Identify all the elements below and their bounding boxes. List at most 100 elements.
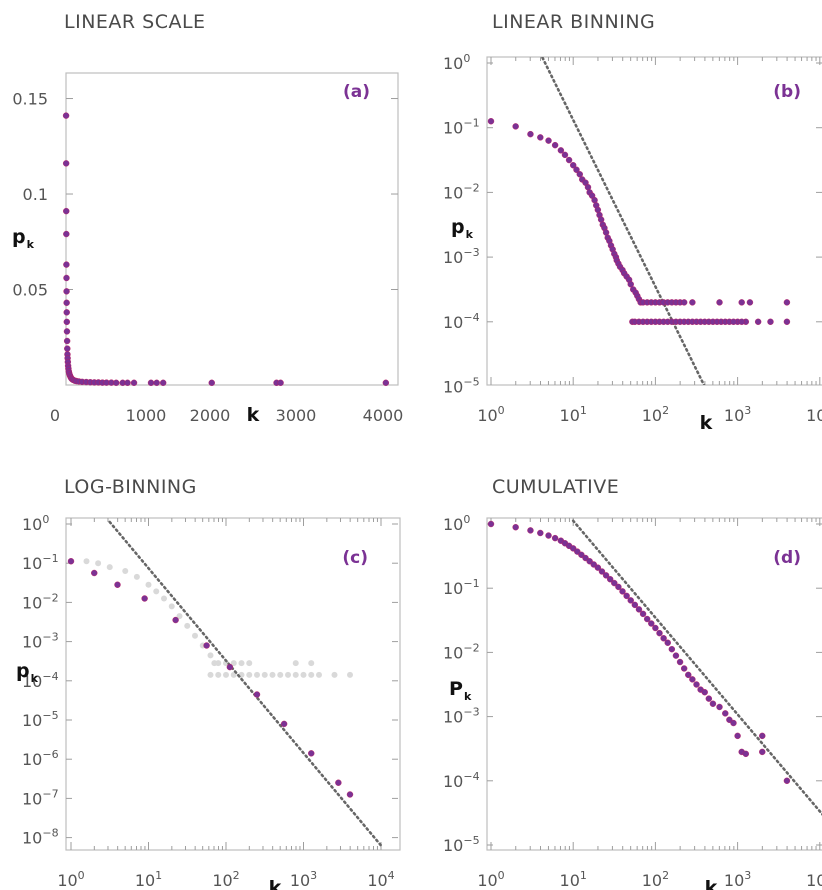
panel-tag: (d) [773, 548, 801, 568]
y-axis-label: pk [12, 226, 35, 251]
background-point [285, 671, 291, 678]
y-tick-label: 10−3 [22, 631, 59, 652]
data-point [598, 568, 606, 575]
panel-tag: (b) [773, 82, 801, 102]
data-point [527, 130, 534, 138]
data-point [606, 576, 614, 583]
data-point [335, 779, 342, 786]
data-point [124, 379, 131, 387]
background-point [261, 671, 268, 678]
background-point [292, 671, 299, 678]
plot-area [83, 520, 383, 847]
y-tick-label: 10−5 [443, 376, 480, 397]
data-point [672, 652, 680, 659]
data-point [738, 299, 745, 306]
data-point [63, 328, 71, 335]
data-point [602, 572, 610, 579]
y-tick-label: 10−2 [22, 591, 59, 612]
data-point [623, 592, 630, 600]
data-point [648, 620, 655, 627]
data-point [63, 318, 71, 326]
data-point [253, 691, 261, 698]
background-point [161, 595, 167, 602]
background-point [184, 622, 191, 629]
data-point [615, 583, 622, 591]
x-axis-label: k [705, 877, 718, 890]
y-tick-label: 10−1 [22, 552, 59, 573]
data-point [147, 379, 155, 387]
plot-frame [486, 56, 822, 386]
background-point [145, 581, 152, 588]
data-point [551, 534, 559, 542]
data-point [627, 281, 634, 288]
data-point [63, 337, 71, 345]
data-point [680, 299, 688, 306]
y-tick-label: 0.05 [12, 281, 48, 300]
data-point [639, 610, 647, 618]
data-point [208, 379, 215, 387]
panel-c: LOG-BINNING 100 10−1 10−2 10−3 10−4 10−5 10−6 10… [16, 476, 401, 890]
background-point [230, 660, 237, 667]
data-point [62, 112, 70, 119]
background-point [238, 660, 245, 667]
data-point [631, 601, 639, 609]
x-tick-label: 101 [560, 869, 587, 890]
data-point [63, 299, 70, 306]
data-point [67, 558, 75, 565]
panel-title: LOG-BINNING [64, 476, 197, 498]
background-point [316, 671, 322, 678]
data-point [722, 710, 729, 717]
data-point [730, 719, 737, 727]
plot-area [571, 519, 822, 816]
fit-line [571, 519, 822, 816]
data-point [668, 645, 676, 653]
data-point [63, 309, 70, 316]
data-point [545, 137, 552, 144]
background-point [106, 564, 113, 571]
data-series [487, 520, 791, 784]
data-point [113, 379, 120, 387]
data-series [487, 118, 791, 325]
panel-b: LINEAR BINNING 100 10−1 10−2 10−3 10−4 10−5 100… [443, 11, 822, 434]
panel-a: LINEAR SCALE 0.05 0.1 0.15 0 1000 2000 3000 4000… [12, 11, 403, 426]
data-point [730, 318, 737, 325]
data-point [759, 748, 766, 756]
background-point [122, 568, 129, 575]
y-axis-label: pk [451, 216, 474, 241]
data-point [537, 529, 544, 537]
x-tick-label: 101 [560, 404, 587, 425]
data-point [226, 663, 234, 671]
data-point [652, 624, 659, 632]
x-tick-label: 104 [806, 869, 822, 890]
data-point [63, 261, 70, 268]
background-point [300, 671, 307, 678]
data-point [759, 732, 766, 740]
y-tick-label: 10−5 [443, 834, 480, 855]
data-point [594, 564, 602, 571]
data-point [689, 299, 696, 306]
background-point [246, 671, 253, 678]
background-point [223, 671, 229, 678]
data-point [130, 379, 138, 387]
data-point [114, 581, 121, 588]
fit-line [108, 520, 383, 847]
panel-title: LINEAR BINNING [492, 11, 655, 33]
background-point [347, 671, 353, 678]
background-point [331, 671, 338, 678]
data-point [783, 318, 791, 325]
y-tick-label: 10−1 [443, 577, 480, 598]
data-point [63, 274, 70, 282]
x-tick-label: 4000 [363, 406, 404, 425]
data-point [754, 318, 762, 325]
data-point [308, 750, 315, 757]
data-point [627, 597, 634, 604]
x-tick-label: 102 [642, 404, 669, 425]
x-tick-label: 100 [477, 869, 504, 890]
data-point [62, 160, 70, 167]
data-point [693, 681, 700, 688]
y-tick-label: 10−3 [443, 706, 480, 727]
x-axis-label: k [700, 412, 713, 434]
data-point [783, 777, 791, 784]
data-point [576, 171, 583, 178]
